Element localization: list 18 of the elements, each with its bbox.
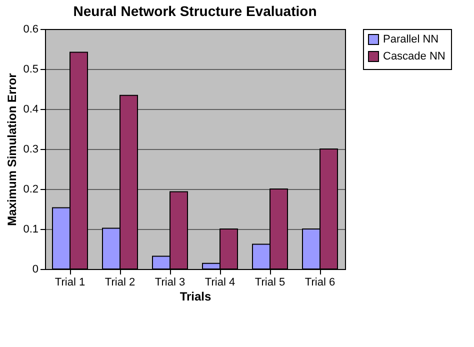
x-tick-label: Trial 1 <box>54 276 86 288</box>
x-tick-label: Trial 6 <box>304 276 336 288</box>
x-tick-label: Trial 5 <box>254 276 286 288</box>
y-tick-label: 0.2 <box>23 184 38 196</box>
chart-title: Neural Network Structure Evaluation <box>73 3 317 19</box>
y-tick-label: 0.4 <box>23 104 38 116</box>
x-tick-label: Trial 2 <box>104 276 136 288</box>
legend-label: Parallel NN <box>383 34 439 46</box>
y-tick-label: 0.5 <box>23 64 38 76</box>
legend-label: Cascade NN <box>383 50 446 62</box>
y-tick-label: 0.1 <box>23 224 38 236</box>
y-tick-label: 0.3 <box>23 144 38 156</box>
y-tick-label: 0.6 <box>23 24 38 36</box>
x-tick-label: Trial 3 <box>154 276 186 288</box>
y-tick-label: 0 <box>32 264 38 276</box>
x-tick-label: Trial 4 <box>204 276 236 288</box>
x-axis-title: Trials <box>180 290 212 304</box>
y-axis-title: Maximum Simulation Error <box>5 72 20 226</box>
